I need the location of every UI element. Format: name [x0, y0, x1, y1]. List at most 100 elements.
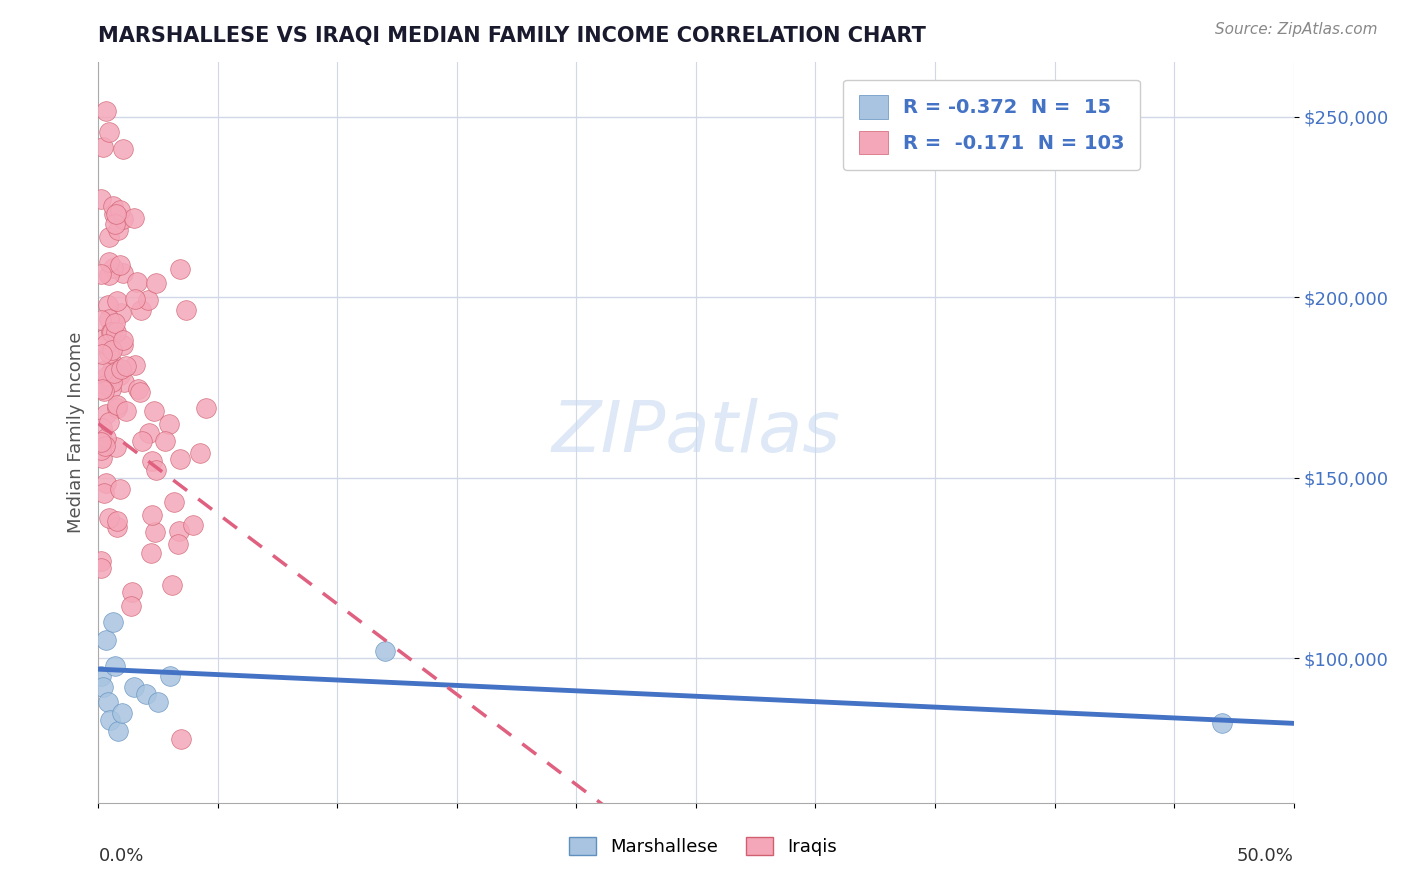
Point	[124, 292, 146, 306]
Point	[100, 365, 122, 379]
Point	[105, 440, 128, 454]
Point	[93, 384, 115, 398]
Point	[112, 212, 135, 227]
Point	[110, 362, 132, 376]
Point	[93, 435, 115, 450]
Point	[97, 370, 120, 384]
Y-axis label: Median Family Income: Median Family Income	[66, 332, 84, 533]
Point	[148, 695, 170, 709]
Point	[169, 524, 191, 539]
Point	[91, 140, 114, 154]
Point	[90, 669, 112, 683]
Point	[93, 486, 115, 500]
Point	[105, 398, 128, 412]
Point	[91, 450, 114, 465]
Point	[96, 336, 118, 351]
Point	[105, 293, 128, 308]
Text: Source: ZipAtlas.com: Source: ZipAtlas.com	[1215, 22, 1378, 37]
Point	[94, 378, 117, 392]
Point	[90, 554, 112, 568]
Point	[91, 680, 114, 694]
Point	[111, 142, 134, 156]
Point	[111, 706, 134, 720]
Point	[169, 262, 191, 277]
Point	[90, 443, 112, 458]
Point	[100, 382, 122, 396]
Point	[110, 258, 132, 272]
Point	[107, 520, 129, 534]
Point	[103, 366, 125, 380]
Point	[104, 658, 127, 673]
Point	[97, 230, 120, 244]
Point	[96, 407, 118, 421]
Point	[374, 644, 396, 658]
Point	[103, 207, 125, 221]
Point	[160, 578, 183, 592]
Point	[101, 343, 124, 358]
Legend: R = -0.372  N =  15, R =  -0.171  N = 103: R = -0.372 N = 15, R = -0.171 N = 103	[844, 79, 1140, 169]
Point	[98, 346, 121, 360]
Point	[104, 316, 127, 330]
Point	[101, 615, 124, 630]
Point	[107, 223, 129, 237]
Point	[100, 325, 122, 339]
Point	[91, 421, 114, 435]
Point	[124, 680, 146, 694]
Point	[111, 337, 134, 351]
Point	[108, 482, 131, 496]
Point	[174, 303, 197, 318]
Point	[90, 382, 112, 396]
Point	[141, 454, 163, 468]
Point	[131, 434, 153, 448]
Point	[138, 425, 160, 440]
Point	[194, 401, 217, 416]
Point	[139, 546, 162, 560]
Point	[157, 417, 180, 431]
Text: MARSHALLESE VS IRAQI MEDIAN FAMILY INCOME CORRELATION CHART: MARSHALLESE VS IRAQI MEDIAN FAMILY INCOM…	[98, 26, 927, 45]
Point	[91, 364, 114, 378]
Point	[94, 331, 117, 345]
Point	[110, 368, 132, 383]
Point	[94, 431, 117, 445]
Point	[115, 404, 138, 418]
Point	[94, 475, 117, 490]
Point	[97, 695, 120, 709]
Point	[104, 207, 127, 221]
Legend: Marshallese, Iraqis: Marshallese, Iraqis	[560, 828, 846, 865]
Point	[135, 688, 157, 702]
Point	[136, 293, 159, 307]
Point	[108, 202, 131, 217]
Point	[145, 276, 167, 290]
Point	[97, 298, 120, 312]
Point	[101, 325, 124, 339]
Point	[100, 375, 122, 389]
Point	[159, 669, 181, 683]
Point	[169, 451, 191, 466]
Point	[90, 435, 112, 450]
Point	[127, 382, 149, 396]
Point	[188, 446, 211, 460]
Point	[97, 255, 120, 269]
Text: ZIPatlas: ZIPatlas	[551, 398, 841, 467]
Point	[163, 495, 186, 509]
Point	[98, 311, 121, 326]
Point	[170, 732, 193, 747]
Point	[105, 401, 128, 415]
Point	[105, 325, 128, 339]
Point	[121, 584, 143, 599]
Point	[98, 125, 121, 139]
Point	[167, 536, 190, 550]
Point	[143, 524, 166, 539]
Point	[141, 508, 163, 522]
Point	[94, 104, 117, 119]
Point	[90, 192, 112, 206]
Point	[107, 723, 129, 738]
Point	[142, 404, 165, 418]
Point	[112, 266, 135, 280]
Point	[90, 313, 112, 327]
Point	[112, 375, 135, 389]
Point	[103, 199, 125, 213]
Point	[96, 369, 118, 384]
Point	[101, 357, 124, 371]
Point	[94, 633, 117, 648]
